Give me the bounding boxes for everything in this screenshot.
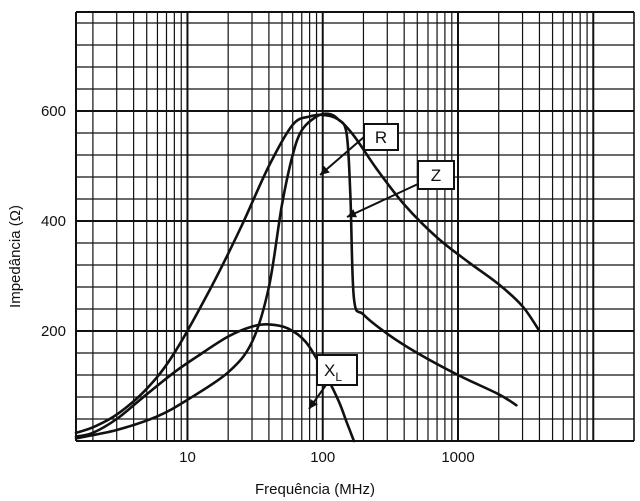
x-tick-label: 1000 — [441, 449, 474, 466]
label-box — [316, 354, 358, 386]
series-label: Z — [431, 166, 441, 185]
x-tick-label: 10 — [179, 449, 196, 466]
series-label-subscript: L — [335, 370, 342, 384]
y-axis-title: Impedância (Ω) — [7, 205, 24, 308]
leader-line — [346, 183, 419, 218]
tick-labels: 10 100 1000 200 400 600 — [41, 103, 475, 466]
label-box — [417, 160, 455, 190]
y-tick-label: 400 — [41, 213, 66, 230]
y-tick-label: 200 — [41, 323, 66, 340]
y-tick-label: 600 — [41, 103, 66, 120]
series-label: R — [375, 128, 387, 147]
x-axis-title: Frequência (MHz) — [255, 481, 375, 498]
series-line-xl — [74, 323, 356, 443]
curves — [74, 112, 541, 443]
annotation-z: Z — [346, 160, 455, 218]
label-box — [363, 123, 399, 151]
annotations: R Z XL — [308, 123, 455, 410]
annotation-r: R — [319, 123, 399, 176]
series-line-z — [74, 113, 541, 435]
arrowhead — [320, 165, 330, 175]
annotation-xl: XL — [308, 354, 358, 410]
x-tick-label: 100 — [310, 449, 335, 466]
grid — [75, 11, 635, 442]
arrowhead — [309, 399, 318, 409]
arrowhead — [347, 209, 358, 218]
leader-line — [319, 136, 365, 176]
series-line-r — [74, 112, 518, 440]
